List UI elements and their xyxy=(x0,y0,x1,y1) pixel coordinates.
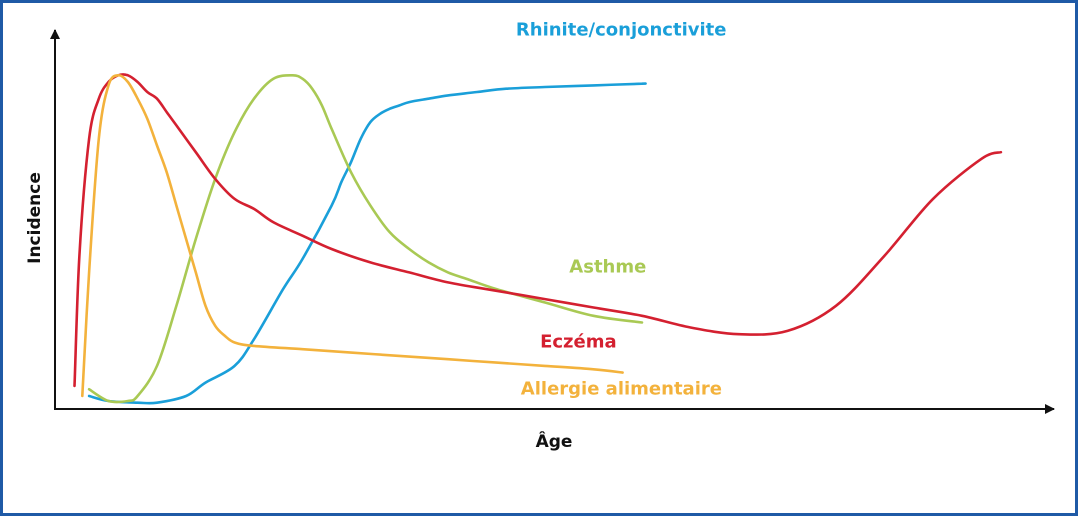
series-line-eczema xyxy=(73,73,1003,388)
series-line-allergie-alimentaire xyxy=(81,73,624,398)
label-layer: Rhinite/conjonctivite Asthme Eczéma Allergi… xyxy=(516,19,727,399)
y-axis-title: Incidence xyxy=(25,172,45,264)
series-label-eczema: Eczéma xyxy=(540,332,617,353)
series-layer xyxy=(73,73,1003,405)
series-line-rhinite-conjonctivite xyxy=(87,82,647,405)
series-line-asthme xyxy=(87,73,644,404)
x-axis-title: Âge xyxy=(536,430,573,452)
series-label-allergie-alimentaire: Allergie alimentaire xyxy=(521,378,722,399)
series-label-asthme: Asthme xyxy=(569,256,646,277)
series-label-rhinite-conjonctivite: Rhinite/conjonctivite xyxy=(516,19,727,40)
